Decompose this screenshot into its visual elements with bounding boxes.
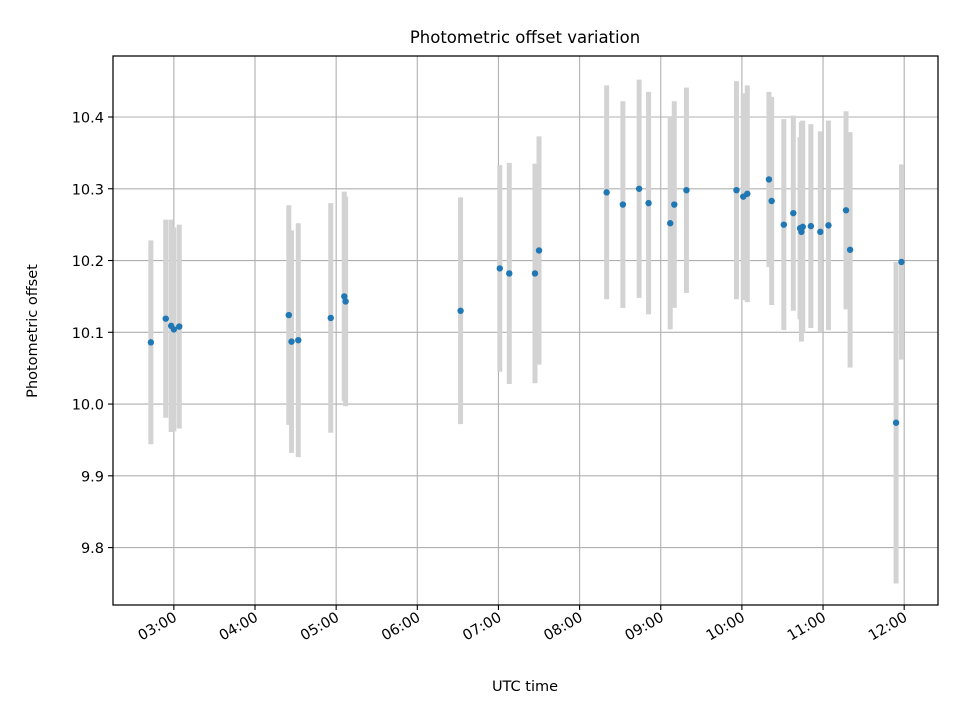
data-point: [780, 221, 788, 228]
data-point: [327, 314, 334, 322]
data-point: [170, 326, 178, 333]
data-point: [892, 419, 900, 426]
data-point: [496, 265, 504, 272]
data-point: [619, 201, 627, 208]
data-point: [645, 199, 652, 207]
y-axis-label: Photometric offset: [25, 264, 41, 398]
y-tick-label: 10.4: [72, 111, 104, 127]
data-point: [733, 187, 740, 194]
y-tick-label: 9.9: [81, 469, 104, 485]
y-tick-label: 10.0: [72, 398, 104, 414]
x-axis-label: UTC time: [492, 679, 558, 695]
x-grid: [173, 56, 905, 605]
data-point: [342, 298, 349, 305]
y-tick-label: 9.8: [81, 541, 104, 557]
data-point: [295, 336, 302, 344]
data-point: [535, 247, 543, 254]
data-point: [898, 258, 905, 266]
data-point: [683, 187, 690, 194]
data-point: [765, 176, 773, 183]
data-point: [671, 201, 678, 208]
data-point: [817, 228, 824, 236]
data-point: [162, 315, 169, 322]
y-tick-label: 10.1: [72, 326, 104, 342]
data-point: [798, 228, 805, 236]
data-point: [635, 185, 643, 192]
data-points: [147, 176, 905, 426]
data-point: [667, 220, 674, 227]
data-point: [799, 223, 806, 230]
plot-frame: [112, 55, 939, 606]
data-point: [147, 339, 155, 346]
data-point: [825, 222, 832, 229]
data-point: [288, 338, 295, 345]
y-tick-label: 10.2: [72, 254, 104, 270]
y-tick-label: 10.3: [72, 182, 104, 198]
data-point: [285, 311, 293, 319]
data-point: [846, 246, 854, 253]
data-point: [341, 293, 348, 300]
data-point: [768, 197, 775, 205]
y-axis-ticks: 9.8 9.9 10.0 10.1 10.2 10.3 10.4: [72, 111, 113, 557]
data-point: [744, 190, 751, 197]
data-point: [531, 270, 539, 277]
data-point: [457, 307, 464, 314]
data-point: [807, 222, 815, 230]
chart-title: Photometric offset variation: [410, 28, 640, 47]
data-point: [506, 270, 513, 277]
data-point: [176, 323, 183, 330]
data-point: [790, 209, 797, 217]
data-point: [603, 189, 610, 196]
data-point: [842, 207, 850, 214]
